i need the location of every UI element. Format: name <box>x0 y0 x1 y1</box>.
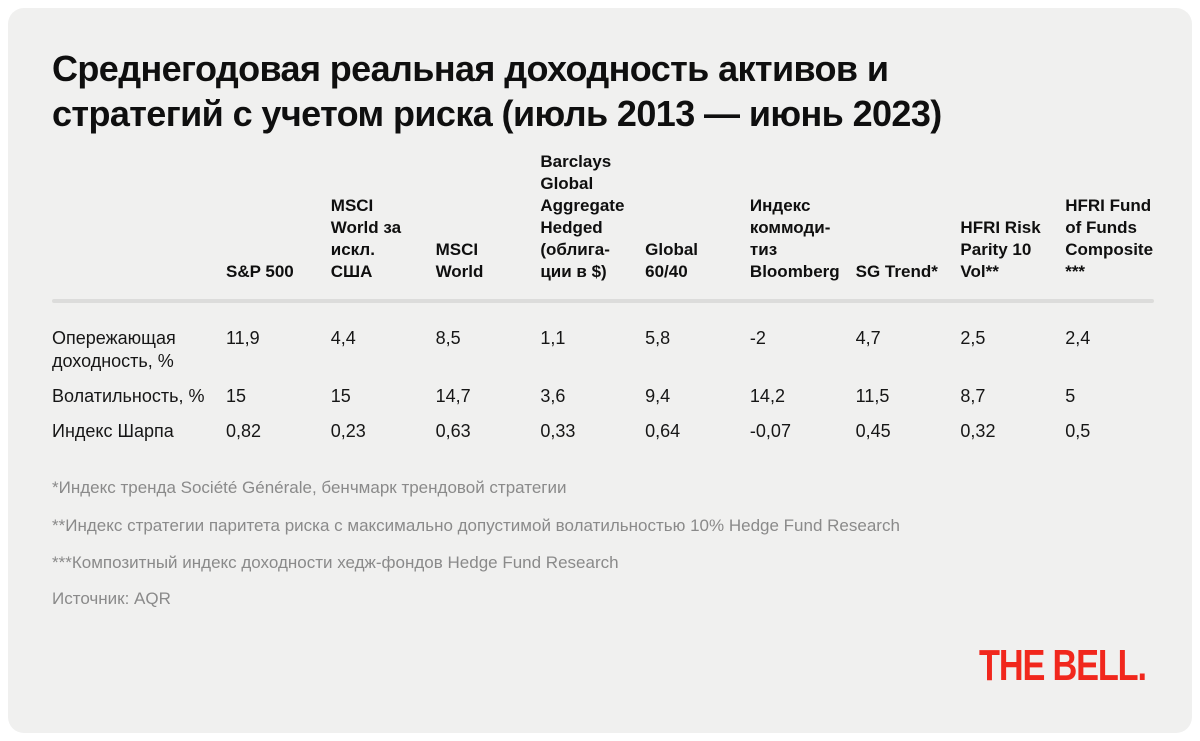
returns-table: S&P 500 MSCI World за искл. США MSCI Wor… <box>52 151 1154 444</box>
value-cell: 0,23 <box>330 421 366 442</box>
row-label-sharpe-ratio: Индекс Шарпа <box>52 421 174 442</box>
col-header-bloomberg-commodity: Индекс коммоди-тиз Bloomberg <box>749 195 840 282</box>
value-cell: 15 <box>330 386 351 407</box>
the-bell-logo: THE BELL. <box>979 641 1147 690</box>
value-cell: 11,5 <box>855 386 890 407</box>
col-header-sg-trend: SG Trend* <box>855 262 938 282</box>
row-label-volatility: Волатильность, % <box>52 386 205 407</box>
value-cell: 8,5 <box>435 328 461 349</box>
value-cell: -2 <box>749 328 766 349</box>
row-label-excess-return: Опережающая доходность, % <box>52 328 176 372</box>
value-cell: -0,07 <box>749 421 791 442</box>
value-cell: 2,5 <box>960 328 986 349</box>
col-header-hfri-risk-parity: HFRI Risk Parity 10 Vol** <box>960 218 1041 282</box>
value-cell: 0,82 <box>226 421 262 442</box>
value-cell: 11,9 <box>226 328 260 349</box>
value-cell: 0,5 <box>1065 421 1091 442</box>
value-cell: 2,4 <box>1065 328 1091 349</box>
value-cell: 5 <box>1065 386 1076 407</box>
value-cell: 0,32 <box>960 421 996 442</box>
value-cell: 14,2 <box>749 386 785 407</box>
header-divider <box>52 299 1154 304</box>
value-cell: 4,4 <box>330 328 356 349</box>
infographic-card: Среднегодовая реальная доходность активо… <box>8 8 1192 733</box>
value-cell: 4,7 <box>855 328 881 349</box>
col-header-barclays-global-aggregate: Barclays Global Aggregate Hedged (облига… <box>540 151 625 282</box>
corner-cell <box>52 283 210 299</box>
col-header-msci-world: MSCI World <box>435 240 484 282</box>
footnote-hfri-composite: ***Композитный индекс доходности хедж-фо… <box>52 552 619 572</box>
value-cell: 8,7 <box>960 386 986 407</box>
value-cell: 0,63 <box>435 421 471 442</box>
page-title: Среднегодовая реальная доходность активо… <box>52 48 942 135</box>
col-header-msci-world-ex-us: MSCI World за искл. США <box>330 195 402 282</box>
value-cell: 0,33 <box>540 421 576 442</box>
value-cell: 5,8 <box>645 328 671 349</box>
footnote-risk-parity: **Индекс стратегии паритета риска с макс… <box>52 515 900 535</box>
source-label: Источник: AQR <box>52 588 171 608</box>
value-cell: 0,45 <box>855 421 891 442</box>
value-cell: 0,64 <box>645 421 681 442</box>
value-cell: 3,6 <box>540 386 566 407</box>
value-cell: 1,1 <box>540 328 566 349</box>
value-cell: 14,7 <box>435 386 471 407</box>
col-header-global-6040: Global 60/40 <box>645 240 699 282</box>
col-header-hfri-fof: HFRI Fund of Funds Composite *** <box>1065 195 1154 282</box>
value-cell: 9,4 <box>645 386 671 407</box>
col-header-sp500: S&P 500 <box>226 262 294 282</box>
value-cell: 15 <box>226 386 247 407</box>
footnote-sg-trend: *Индекс тренда Société Générale, бенчмар… <box>52 478 567 498</box>
